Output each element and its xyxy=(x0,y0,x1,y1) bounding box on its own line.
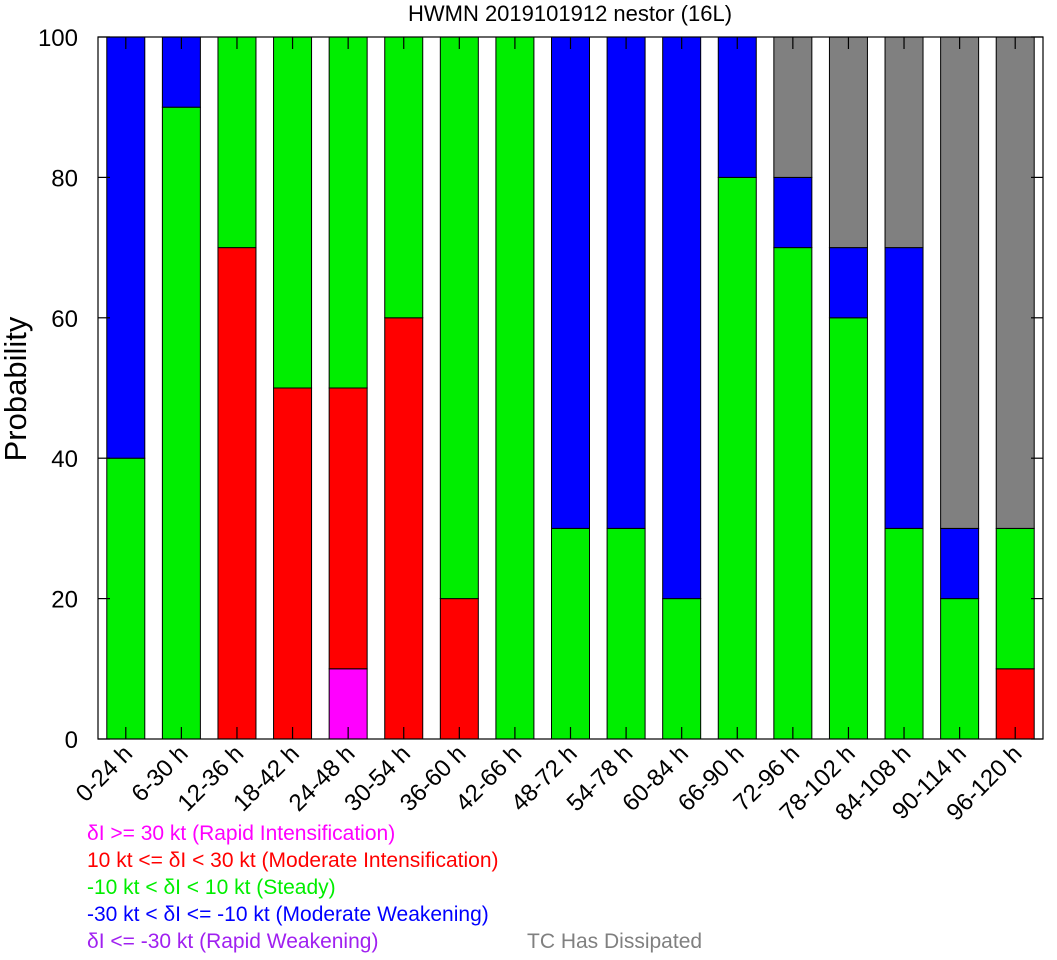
bar-78-102h-tc-has-dissipated xyxy=(828,36,868,249)
bar-60-84h-moderate-weakening xyxy=(662,36,702,600)
bar-96-120h-tc-has-dissipated xyxy=(995,36,1035,529)
bar-36-60h-steady xyxy=(439,36,479,600)
bar-42-66h-steady xyxy=(495,36,535,740)
bar-90-114h-steady xyxy=(940,598,980,740)
bar-90-114h-tc-has-dissipated xyxy=(940,36,980,529)
bar-12-36h-steady xyxy=(217,36,257,249)
y-tick-label-20: 20 xyxy=(51,587,78,614)
y-tick-label-40: 40 xyxy=(51,446,78,473)
bar-18-42h-steady xyxy=(273,36,313,389)
bar-18-42h-moderate-intensification xyxy=(273,387,313,740)
y-tick-label-60: 60 xyxy=(51,306,78,333)
bar-78-102h-moderate-weakening xyxy=(828,247,868,319)
bar-72-96h-steady xyxy=(773,247,813,740)
legend-tc-dissipated: TC Has Dissipated xyxy=(527,930,702,953)
bar-24-48h-moderate-intensification xyxy=(328,387,368,670)
bar-66-90h-moderate-weakening xyxy=(717,36,757,178)
legend: δI >= 30 kt (Rapid Intensification) 10 k… xyxy=(87,822,702,953)
bar-72-96h-tc-has-dissipated xyxy=(773,36,813,178)
chart-title: HWMN 2019101912 nestor (16L) xyxy=(408,1,732,26)
legend-steady: -10 kt < δI < 10 kt (Steady) xyxy=(87,876,336,899)
x-tick-label-0-24h: 0-24 h xyxy=(71,740,138,807)
legend-rapid-weakening: δI <= -30 kt (Rapid Weakening) xyxy=(87,930,378,953)
legend-moderate-intensification: 10 kt <= δI < 30 kt (Moderate Intensific… xyxy=(87,849,499,872)
bar-30-54h-steady xyxy=(384,36,424,319)
bar-6-30h-steady xyxy=(161,106,201,740)
bar-0-24h-steady xyxy=(106,457,146,740)
y-tick-label-80: 80 xyxy=(51,165,78,192)
bar-30-54h-moderate-intensification xyxy=(384,317,424,740)
bar-54-78h-moderate-weakening xyxy=(606,36,646,529)
bars-layer xyxy=(106,36,1035,740)
bar-84-108h-tc-has-dissipated xyxy=(884,36,924,249)
legend-moderate-weakening: -30 kt < δI <= -10 kt (Moderate Weakenin… xyxy=(87,903,489,926)
bar-54-78h-steady xyxy=(606,527,646,740)
bar-48-72h-steady xyxy=(551,527,590,740)
y-tick-label-100: 100 xyxy=(38,25,78,52)
bar-36-60h-moderate-intensification xyxy=(439,598,479,740)
legend-rapid-intensification: δI >= 30 kt (Rapid Intensification) xyxy=(87,822,395,845)
y-axis-label: Probability xyxy=(0,316,33,461)
bar-90-114h-moderate-weakening xyxy=(940,527,980,600)
y-tick-label-0: 0 xyxy=(65,727,78,754)
bar-0-24h-moderate-weakening xyxy=(106,36,146,459)
bar-72-96h-moderate-weakening xyxy=(773,176,813,249)
bar-84-108h-steady xyxy=(884,527,924,740)
bar-84-108h-moderate-weakening xyxy=(884,247,924,529)
bar-60-84h-steady xyxy=(662,598,702,740)
bar-48-72h-moderate-weakening xyxy=(551,36,590,529)
bar-24-48h-steady xyxy=(328,36,368,389)
bar-12-36h-moderate-intensification xyxy=(217,247,257,740)
bar-96-120h-steady xyxy=(995,527,1035,670)
bar-78-102h-steady xyxy=(828,317,868,740)
bar-66-90h-steady xyxy=(717,176,757,740)
